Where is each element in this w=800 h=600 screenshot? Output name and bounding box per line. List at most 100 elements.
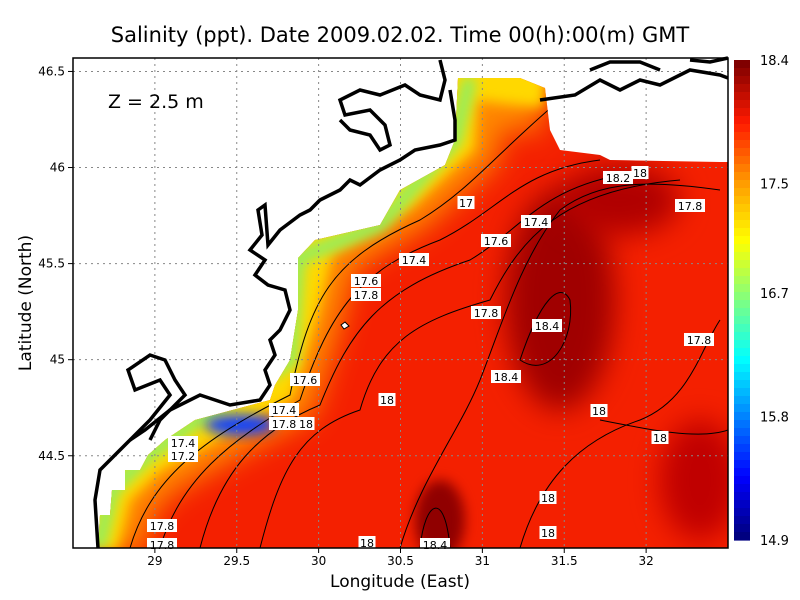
svg-text:17.6: 17.6 — [293, 374, 318, 387]
colorbar-swatch — [734, 140, 750, 149]
colorbar-swatch — [734, 164, 750, 173]
y-tick-label: 45 — [50, 353, 65, 367]
svg-text:17.4: 17.4 — [524, 216, 549, 229]
x-tick-label: 29.5 — [223, 554, 250, 568]
contour-label: 17.6 — [351, 274, 381, 288]
colorbar-swatch — [734, 412, 750, 421]
colorbar-swatch — [734, 364, 750, 373]
colorbar-swatch — [734, 508, 750, 517]
colorbar-swatch — [734, 396, 750, 405]
colorbar-swatch — [734, 260, 750, 269]
colorbar-swatch — [734, 500, 750, 509]
contour-label: 17 — [457, 196, 475, 210]
contour-label: 17.2 — [168, 449, 198, 463]
colorbar-swatch — [734, 148, 750, 157]
y-axis: 44.5 45 45.5 46 46.5 — [38, 64, 73, 463]
x-tick-label: 31 — [475, 554, 490, 568]
contour-label: 17.8 — [675, 199, 705, 213]
contour-label: 18 — [297, 417, 315, 431]
colorbar-swatch — [734, 428, 750, 437]
colorbar-swatch — [734, 436, 750, 445]
svg-text:17.8: 17.8 — [272, 418, 297, 431]
contour-label: 18 — [539, 491, 557, 505]
y-tick-label: 46.5 — [38, 64, 65, 78]
colorbar-swatch — [734, 228, 750, 237]
colorbar-label: 18.4 — [760, 54, 789, 69]
colorbar-swatch — [734, 60, 750, 69]
colorbar-swatch — [734, 188, 750, 197]
colorbar-swatch — [734, 324, 750, 333]
svg-text:18: 18 — [360, 537, 374, 550]
colorbar-swatch — [734, 84, 750, 93]
colorbar-swatch — [734, 516, 750, 525]
colorbar-swatch — [734, 76, 750, 85]
colorbar-swatch — [734, 492, 750, 501]
colorbar-swatch — [734, 420, 750, 429]
colorbar-swatch — [734, 348, 750, 357]
colorbar-swatch — [734, 476, 750, 485]
contour-label: 18.4 — [491, 370, 521, 384]
svg-text:18: 18 — [380, 394, 394, 407]
svg-text:17: 17 — [459, 197, 473, 210]
colorbar-swatch — [734, 108, 750, 117]
colorbar-label: 17.5 — [760, 177, 789, 192]
colorbar-swatch — [734, 292, 750, 301]
svg-text:18: 18 — [592, 405, 606, 418]
svg-text:18.4: 18.4 — [535, 320, 560, 333]
x-tick-label: 30 — [311, 554, 326, 568]
svg-text:17.6: 17.6 — [354, 275, 379, 288]
colorbar-swatch — [734, 180, 750, 189]
contour-label: 17.8 — [269, 417, 299, 431]
colorbar-swatch — [734, 252, 750, 261]
colorbar-label: 14.9 — [760, 534, 789, 549]
depth-annotation: Z = 2.5 m — [108, 91, 204, 113]
x-axis-label: Longitude (East) — [330, 572, 470, 592]
contour-label: 18.4 — [532, 319, 562, 333]
contour-label: 17.6 — [481, 234, 511, 248]
colorbar-swatch — [734, 380, 750, 389]
colorbar-swatch — [734, 196, 750, 205]
colorbar-label: 15.8 — [760, 411, 789, 426]
colorbar-swatch — [734, 156, 750, 165]
colorbar-swatch — [734, 524, 750, 533]
contour-label: 18 — [631, 166, 649, 180]
colorbar-swatch — [734, 204, 750, 213]
colorbar-swatch — [734, 460, 750, 469]
colorbar: 18.4 17.5 16.7 15.8 14.9 — [734, 54, 789, 549]
contour-label: 17.8 — [147, 519, 177, 533]
chart-title: Salinity (ppt). Date 2009.02.02. Time 00… — [111, 23, 690, 47]
colorbar-swatch — [734, 212, 750, 221]
colorbar-swatch — [734, 356, 750, 365]
svg-text:18.4: 18.4 — [423, 539, 448, 552]
colorbar-swatch — [734, 388, 750, 397]
x-tick-label: 30.5 — [387, 554, 414, 568]
contour-label: 18 — [378, 393, 396, 407]
colorbar-label: 16.7 — [760, 287, 789, 302]
contour-label: 18.2 — [603, 171, 633, 185]
colorbar-swatch — [734, 484, 750, 493]
colorbar-swatch — [734, 300, 750, 309]
colorbar-swatch — [734, 276, 750, 285]
x-tick-label: 29 — [147, 554, 162, 568]
contour-label: 17.4 — [269, 403, 299, 417]
y-axis-label: Latitude (North) — [16, 235, 36, 371]
colorbar-swatch — [734, 236, 750, 245]
svg-text:17.8: 17.8 — [150, 539, 175, 552]
x-tick-label: 32 — [638, 554, 653, 568]
coastline — [93, 56, 729, 549]
contour-label: 18 — [590, 404, 608, 418]
colorbar-swatch — [734, 116, 750, 125]
svg-text:18: 18 — [541, 527, 555, 540]
colorbar-swatch — [734, 532, 750, 541]
svg-text:18: 18 — [653, 432, 667, 445]
colorbar-swatch — [734, 308, 750, 317]
svg-text:17.8: 17.8 — [474, 307, 499, 320]
colorbar-swatch — [734, 468, 750, 477]
contour-label: 17.4 — [521, 215, 551, 229]
contour-label: 18 — [651, 431, 669, 445]
colorbar-swatch — [734, 172, 750, 181]
